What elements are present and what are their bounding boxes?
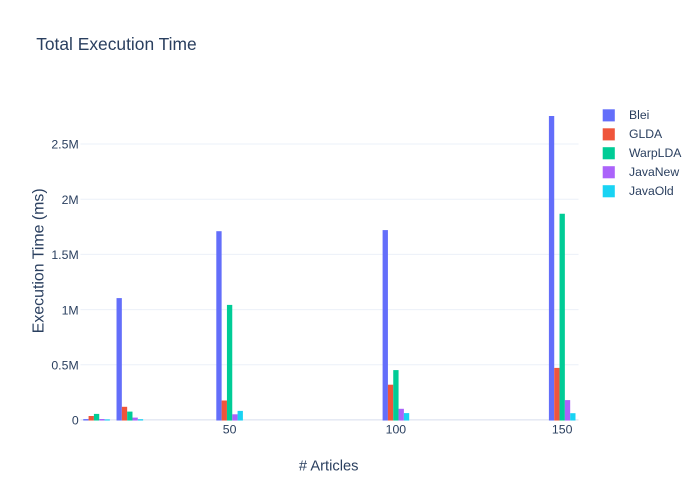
svg-text:100: 100 [386,422,407,436]
svg-text:# Articles: # Articles [299,459,359,475]
svg-text:50: 50 [223,422,237,436]
svg-text:JavaNew: JavaNew [629,165,679,179]
svg-text:0: 0 [72,414,79,428]
svg-text:WarpLDA: WarpLDA [629,146,682,160]
svg-text:Blei: Blei [629,108,649,122]
svg-text:GLDA: GLDA [629,127,663,141]
svg-text:JavaOld: JavaOld [629,184,674,198]
svg-text:2.5M: 2.5M [51,138,78,152]
svg-text:0.5M: 0.5M [51,359,78,373]
svg-text:2M: 2M [62,193,79,207]
svg-text:Total Execution Time: Total Execution Time [36,34,196,54]
svg-text:150: 150 [552,422,573,436]
svg-text:1M: 1M [62,303,79,317]
svg-text:1.5M: 1.5M [51,248,78,262]
svg-text:Execution Time (ms): Execution Time (ms) [30,188,47,333]
